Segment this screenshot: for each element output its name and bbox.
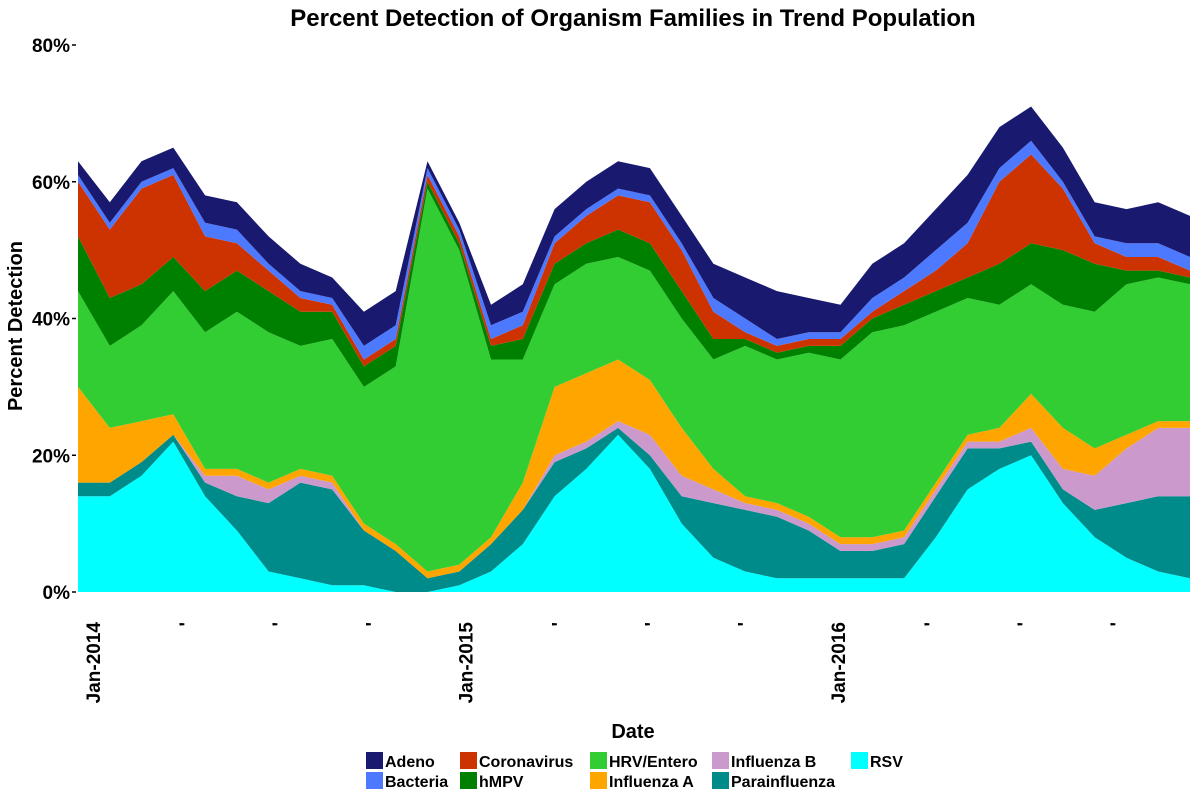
legend: Adeno Coronavirus HRV/Entero Influenza B RSV…: [366, 752, 903, 791]
x-tick-label: Jan-2015: [456, 622, 477, 704]
x-axis: Jan-2014 ' ' ' Jan-2015 ' ' ' Jan-2016 ' ' ': [84, 622, 1129, 704]
x-tick-label: ': [550, 622, 571, 627]
legend-swatch: [590, 772, 607, 789]
area-influenza-a: [78, 359, 1190, 579]
area-rsv: [78, 434, 1190, 592]
x-tick-label: ': [922, 622, 943, 627]
area-hrv-entero: [78, 188, 1190, 572]
legend-label: RSV: [870, 754, 903, 771]
legend-swatch: [712, 752, 729, 769]
legend-label: hMPV: [479, 774, 524, 791]
x-tick-label: ': [643, 622, 664, 627]
x-tick-label: ': [270, 622, 291, 627]
area-layers: [78, 106, 1190, 592]
y-tick-label: 60%: [32, 173, 70, 194]
x-tick-label: Jan-2016: [829, 622, 850, 703]
y-axis-title: Percent Detection: [5, 241, 27, 411]
legend-swatch: [851, 752, 868, 769]
legend-label: Parainfluenza: [731, 774, 835, 791]
y-axis: 0% 20% 40% 60% 80%: [32, 36, 76, 604]
legend-swatch: [366, 752, 383, 769]
x-tick-label: ': [1108, 622, 1129, 627]
area-hmpv: [78, 181, 1190, 387]
legend-label: Influenza B: [731, 754, 816, 771]
legend-label: Adeno: [385, 754, 435, 771]
x-tick-label: ': [1015, 622, 1036, 627]
area-coronavirus: [78, 154, 1190, 367]
legend-swatch: [366, 772, 383, 789]
legend-label: Influenza A: [609, 774, 694, 791]
y-tick-label: 80%: [32, 36, 70, 57]
legend-swatch: [712, 772, 729, 789]
legend-label: Bacteria: [385, 774, 448, 791]
x-tick-label: ': [177, 622, 198, 627]
x-axis-title: Date: [611, 721, 654, 743]
legend-swatch: [460, 772, 477, 789]
y-tick-label: 20%: [32, 446, 70, 467]
x-tick-label: ': [736, 622, 757, 627]
y-tick-label: 0%: [43, 583, 71, 604]
legend-swatch: [460, 752, 477, 769]
x-tick-label: Jan-2014: [84, 622, 105, 704]
legend-label: HRV/Entero: [609, 754, 698, 771]
y-tick-label: 40%: [32, 310, 70, 331]
legend-swatch: [590, 752, 607, 769]
area-parainfluenza: [78, 427, 1190, 592]
legend-label: Coronavirus: [479, 754, 573, 771]
chart-title: Percent Detection of Organism Families i…: [290, 5, 975, 32]
x-tick-label: ': [363, 622, 384, 627]
